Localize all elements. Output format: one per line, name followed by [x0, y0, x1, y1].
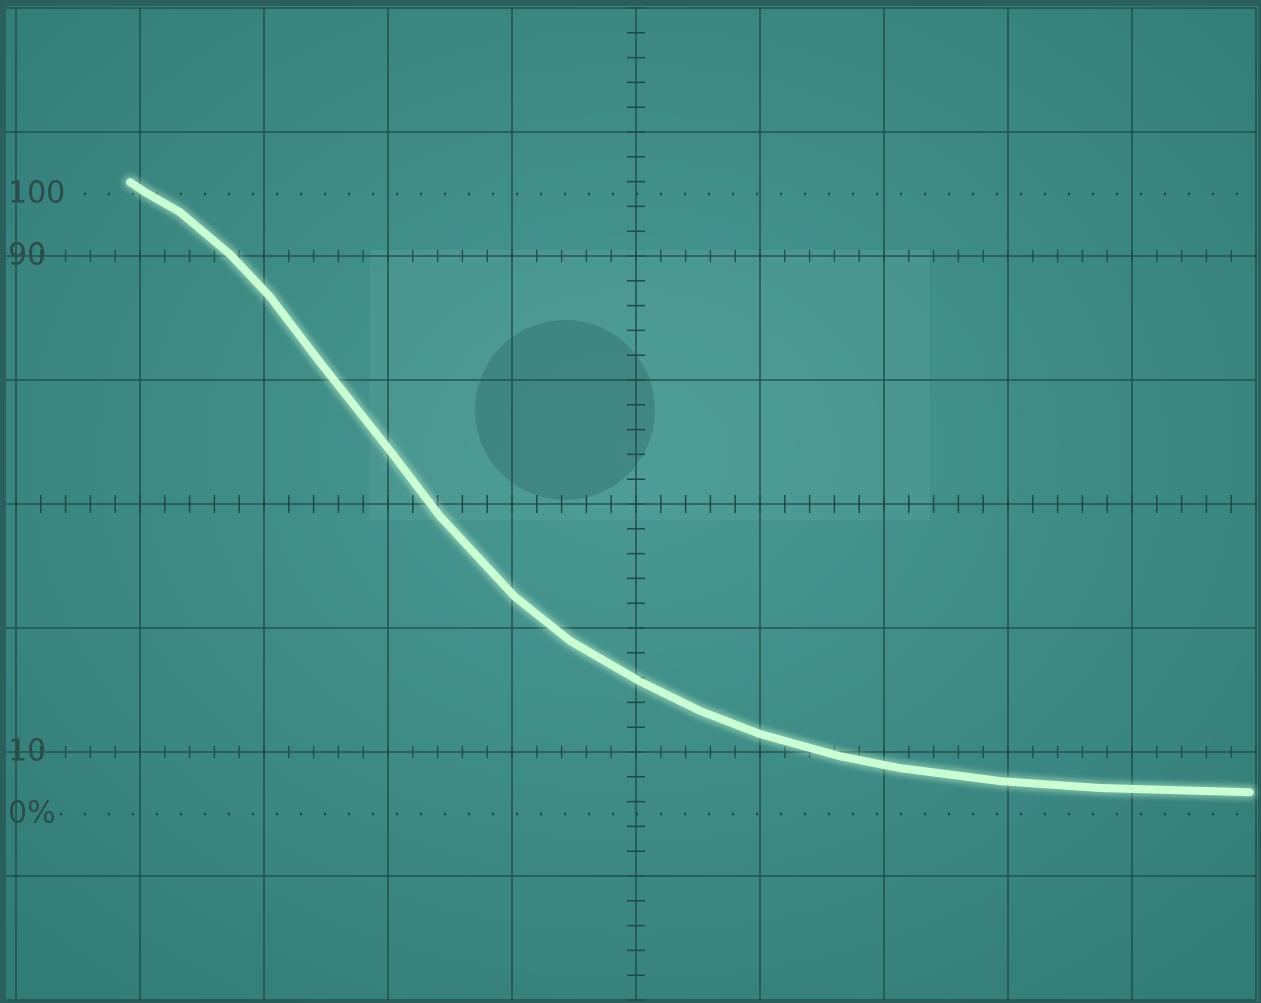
- y-tick-label: 90: [8, 238, 46, 273]
- y-tick-label: 0%: [8, 796, 56, 831]
- reflection-lens: [475, 320, 655, 500]
- y-tick-label: 100: [8, 176, 65, 211]
- y-tick-label: 10: [8, 734, 46, 769]
- oscilloscope-screen: 100 90 10 0%: [0, 0, 1261, 1003]
